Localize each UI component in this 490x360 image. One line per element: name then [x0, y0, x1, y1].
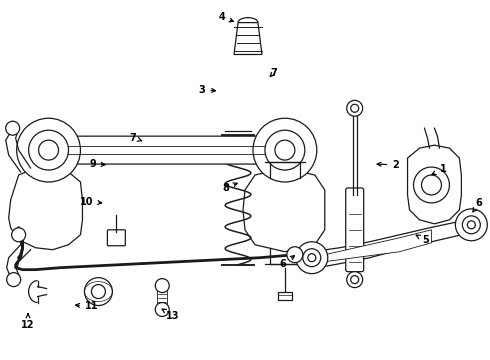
Circle shape [12, 228, 25, 242]
Circle shape [84, 278, 112, 306]
Circle shape [7, 273, 21, 287]
Text: 12: 12 [21, 314, 35, 330]
Circle shape [421, 175, 441, 195]
Circle shape [287, 247, 303, 263]
Circle shape [296, 242, 328, 274]
Polygon shape [408, 145, 462, 224]
FancyBboxPatch shape [107, 230, 125, 246]
Text: 7: 7 [129, 133, 142, 143]
Polygon shape [312, 218, 471, 268]
Circle shape [303, 249, 321, 267]
Polygon shape [9, 165, 82, 250]
Text: 3: 3 [198, 85, 216, 95]
Circle shape [6, 121, 20, 135]
Text: 2: 2 [377, 160, 399, 170]
FancyBboxPatch shape [157, 285, 167, 306]
Circle shape [275, 140, 295, 160]
Circle shape [308, 254, 316, 262]
Text: 8: 8 [222, 183, 237, 193]
Polygon shape [243, 168, 325, 252]
Text: 10: 10 [80, 197, 101, 207]
Text: 9: 9 [89, 159, 105, 169]
FancyBboxPatch shape [278, 292, 292, 300]
Circle shape [347, 100, 363, 116]
Text: 6: 6 [280, 256, 294, 269]
Circle shape [28, 130, 69, 170]
Polygon shape [325, 230, 432, 262]
Circle shape [463, 216, 480, 234]
Circle shape [17, 118, 80, 182]
Circle shape [253, 118, 317, 182]
Polygon shape [234, 23, 262, 54]
Circle shape [455, 209, 488, 241]
Circle shape [347, 272, 363, 288]
Text: 11: 11 [75, 301, 98, 311]
Text: 4: 4 [218, 12, 233, 22]
Text: 1: 1 [432, 164, 446, 175]
Text: 6: 6 [473, 198, 482, 212]
Circle shape [467, 221, 475, 229]
Text: 13: 13 [162, 309, 179, 320]
Circle shape [351, 276, 359, 284]
Text: 5: 5 [416, 235, 429, 245]
Circle shape [92, 285, 105, 298]
FancyBboxPatch shape [52, 136, 303, 164]
Circle shape [414, 167, 449, 203]
FancyBboxPatch shape [346, 188, 364, 272]
Circle shape [155, 279, 169, 293]
Circle shape [351, 104, 359, 112]
Circle shape [265, 130, 305, 170]
Circle shape [39, 140, 58, 160]
Text: 7: 7 [270, 68, 277, 78]
Circle shape [155, 302, 169, 316]
